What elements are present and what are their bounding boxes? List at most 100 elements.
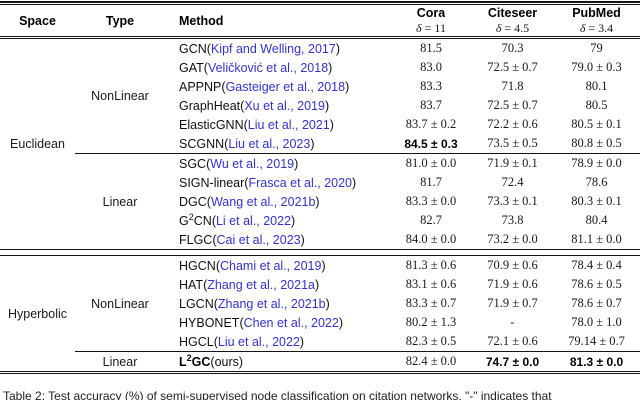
pubmed-value: 79.14 ± 0.7 xyxy=(568,334,625,348)
citation-link[interactable]: Li et al., 2022 xyxy=(215,213,292,228)
method-name: DGC xyxy=(179,194,207,209)
table-row: G2CN(Li et al., 2022) 82.7 73.8 80.4 xyxy=(165,211,640,230)
method-name: HYBONET xyxy=(179,315,240,330)
cora-value: 81.3 ± 0.6 xyxy=(405,258,457,272)
citation-link[interactable]: Zhang et al., 2021b xyxy=(217,296,326,311)
paren-close: ) xyxy=(325,296,330,311)
rows: HGCN(Chami et al., 2019) 81.3 ± 0.6 70.9 ±… xyxy=(165,256,640,351)
table-row: HAT(Zhang et al., 2021a) 83.1 ± 0.6 71.9 ±… xyxy=(165,275,640,294)
table-row: HYBONET(Chen et al., 2022) 80.2 ± 1.3 - 78.… xyxy=(165,313,640,332)
paren-open: ( xyxy=(239,315,244,330)
section-divider xyxy=(0,249,640,256)
method-cell: HGCN(Chami et al., 2019) xyxy=(165,256,390,275)
citeseer-value: 71.9 ± 0.6 xyxy=(487,277,538,291)
citeseer-value: 72.2 ± 0.6 xyxy=(487,117,538,131)
citation-link[interactable]: Chami et al., 2019 xyxy=(219,258,322,273)
cora-value: 83.0 xyxy=(420,60,442,74)
method-cell: DGC(Wang et al., 2021b) xyxy=(165,192,390,211)
pubmed-value: 78.4 ± 0.4 xyxy=(571,258,622,272)
rows: SGC(Wu et al., 2019) 81.0 ± 0.0 71.9 ± 0.1… xyxy=(165,154,640,249)
paren-open: ( xyxy=(206,156,211,171)
citation-link[interactable]: Wang et al., 2021b xyxy=(210,194,316,209)
method-name: SIGN-linear xyxy=(179,175,245,190)
citation-link[interactable]: Cai et al., 2023 xyxy=(216,232,301,247)
method-cell: SIGN-linear(Frasca et al., 2020) xyxy=(165,173,390,192)
table-row: L2GC(ours) 82.4 ± 0.0 74.7 ± 0.0 81.3 ± 0.0 xyxy=(165,352,640,371)
method-name: FLGC xyxy=(179,232,213,247)
pubmed-value: 78.6 ± 0.7 xyxy=(571,296,622,310)
pubmed-value: 78.0 ± 1.0 xyxy=(571,315,622,329)
pubmed-value: 78.9 ± 0.0 xyxy=(571,156,622,170)
paren-close: ) xyxy=(328,60,333,75)
citation-link[interactable]: Liu et al., 2021 xyxy=(247,117,330,132)
method-name: HGCN xyxy=(179,258,216,273)
paren-close: ) xyxy=(345,79,350,94)
citation-link[interactable]: Frasca et al., 2020 xyxy=(248,175,352,190)
method-cell: SCGNN(Liu et al., 2023) xyxy=(165,134,390,153)
paren-open: ( xyxy=(211,213,216,228)
citation-link[interactable]: Gasteiger et al., 2018 xyxy=(225,79,346,94)
type-subgroup: NonLinear GCN(Kipf and Welling, 2017) 81.5… xyxy=(75,39,640,153)
citeseer-value: 73.5 ± 0.5 xyxy=(487,136,538,150)
pubmed-value: 80.5 ± 0.1 xyxy=(571,117,622,131)
table-row: DGC(Wang et al., 2021b) 83.3 ± 0.0 73.3 ± … xyxy=(165,192,640,211)
paren-open: ( xyxy=(203,60,208,75)
table-body: Euclidean NonLinear GCN(Kipf and Welling, … xyxy=(0,39,640,371)
citation-link[interactable]: Zhang et al., 2021a xyxy=(207,277,315,292)
top-rule xyxy=(0,1,640,5)
cora-value: 83.3 xyxy=(420,79,442,93)
citeseer-value: - xyxy=(510,315,515,329)
citation-link[interactable]: Veličković et al., 2018 xyxy=(207,60,329,75)
citation-link[interactable]: Liu et al., 2022 xyxy=(217,334,300,349)
method-cell: SGC(Wu et al., 2019) xyxy=(165,154,390,173)
delta-subheader: δ = 11 xyxy=(416,21,446,35)
citeseer-value: 72.1 ± 0.6 xyxy=(487,334,538,348)
paren-close: ) xyxy=(335,41,340,56)
citation-link[interactable]: Kipf and Welling, 2017 xyxy=(210,41,336,56)
method-name: ElasticGNN xyxy=(179,117,244,132)
col-header-cora: Cora δ = 11 xyxy=(390,5,472,36)
paren-close: ) xyxy=(291,213,296,228)
pubmed-value: 80.8 ± 0.5 xyxy=(571,136,622,150)
citeseer-value: 72.5 ± 0.7 xyxy=(487,98,538,112)
dataset-name: Citeseer xyxy=(487,6,538,20)
citation-link[interactable]: Liu et al., 2023 xyxy=(228,136,311,151)
cora-value: 81.0 ± 0.0 xyxy=(405,156,457,170)
citeseer-value: 73.8 xyxy=(501,213,524,227)
table-row: ElasticGNN(Liu et al., 2021) 83.7 ± 0.2 72… xyxy=(165,115,640,134)
paren-open: ( xyxy=(206,41,211,56)
cora-value: 82.7 xyxy=(420,213,442,227)
cora-value: 81.5 xyxy=(420,41,442,55)
subgroup-divider xyxy=(75,153,640,154)
method-name: SGC xyxy=(179,156,207,171)
pubmed-value: 78.6 ± 0.5 xyxy=(571,277,622,291)
citation-link[interactable]: Chen et al., 2022 xyxy=(243,315,339,330)
pubmed-value: 80.5 xyxy=(585,98,608,112)
cora-value: 83.3 ± 0.7 xyxy=(405,296,457,310)
table-row: HGCN(Chami et al., 2019) 81.3 ± 0.6 70.9 ±… xyxy=(165,256,640,275)
space-group-label: Hyperbolic xyxy=(7,306,68,321)
cora-value: 82.3 ± 0.5 xyxy=(405,334,457,348)
table-row: GraphHeat(Xu et al., 2019) 83.7 72.5 ± 0.7… xyxy=(165,96,640,115)
type-group-label: Linear xyxy=(102,194,138,209)
citation-link[interactable]: Wu et al., 2019 xyxy=(210,156,295,171)
paren-open: ( xyxy=(213,296,218,311)
method-cell: FLGC(Cai et al., 2023) xyxy=(165,230,390,249)
paren-close: ) xyxy=(238,354,244,369)
header-rule xyxy=(0,36,640,39)
paren-close: ) xyxy=(338,315,343,330)
paren-close: ) xyxy=(315,194,320,209)
dataset-name: Cora xyxy=(416,6,446,20)
section-body: NonLinear GCN(Kipf and Welling, 2017) 81.5… xyxy=(75,39,640,249)
paren-open: ( xyxy=(203,277,208,292)
paren-open: ( xyxy=(206,194,211,209)
table-row: GAT(Veličković et al., 2018) 83.0 72.5 ± 0… xyxy=(165,58,640,77)
type-group-label: Linear xyxy=(102,354,138,369)
paren-close: ) xyxy=(324,98,330,113)
citation-link[interactable]: Xu et al., 2019 xyxy=(244,98,325,113)
delta-subheader: δ = 4.5 xyxy=(495,21,530,35)
pubmed-value: 80.3 ± 0.1 xyxy=(571,194,622,208)
paren-open: ( xyxy=(224,136,229,151)
paren-open: ( xyxy=(240,98,245,113)
